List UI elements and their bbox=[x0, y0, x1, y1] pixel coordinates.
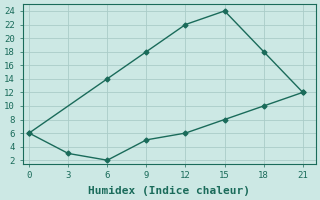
X-axis label: Humidex (Indice chaleur): Humidex (Indice chaleur) bbox=[88, 186, 250, 196]
